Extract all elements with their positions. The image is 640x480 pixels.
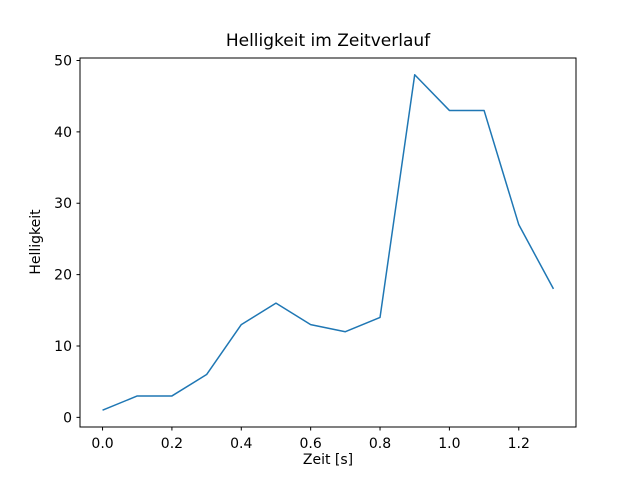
y-tick-label: 20 bbox=[54, 268, 72, 284]
y-tick-label: 30 bbox=[54, 196, 72, 212]
x-tick-label: 1.0 bbox=[438, 436, 460, 452]
data-line bbox=[102, 74, 555, 411]
x-tick-label: 1.2 bbox=[508, 436, 530, 452]
plot-layer bbox=[102, 74, 555, 411]
y-tick-label: 0 bbox=[63, 410, 72, 426]
x-tick-label: 0.8 bbox=[369, 436, 391, 452]
y-tick-label: 50 bbox=[54, 53, 72, 69]
x-tick-label: 0.6 bbox=[300, 436, 322, 452]
y-tick-label: 40 bbox=[54, 125, 72, 141]
x-tick-label: 0.4 bbox=[230, 436, 252, 452]
x-tick-label: 0.0 bbox=[91, 436, 113, 452]
y-tick-label: 10 bbox=[54, 339, 72, 355]
x-axis-label: Zeit [s] bbox=[303, 452, 353, 468]
plot-frame bbox=[79, 57, 577, 428]
chart-title: Helligkeit im Zeitverlauf bbox=[226, 31, 431, 51]
x-tick-label: 0.2 bbox=[161, 436, 183, 452]
ticks-layer: 0.0 0.2 0.4 0.6 0.8 1.0 1.2 0 10 20 30 40 50 bbox=[54, 53, 577, 452]
y-axis-label: Helligkeit bbox=[28, 209, 44, 275]
